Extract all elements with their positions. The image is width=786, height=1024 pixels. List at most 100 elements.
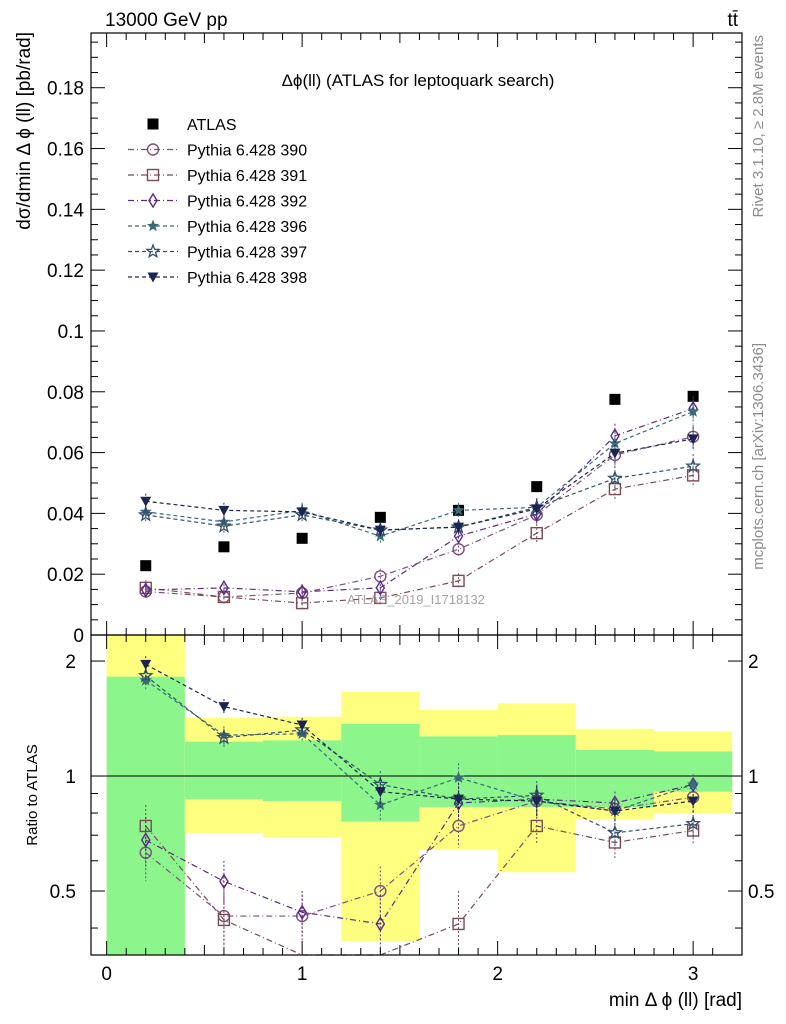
data-point bbox=[374, 511, 386, 523]
data-point bbox=[452, 503, 465, 516]
y-tick-label: 0.18 bbox=[47, 79, 84, 100]
legend-label: Pythia 6.428 397 bbox=[187, 245, 307, 262]
analysis-watermark: ATLAS_2019_I1718132 bbox=[347, 592, 485, 607]
data-point bbox=[140, 560, 152, 572]
legend-item: Pythia 6.428 392 bbox=[128, 192, 307, 211]
main-y-axis-label: dσ/dmin Δ ϕ (ll) [pb/rad] bbox=[14, 32, 35, 230]
data-point bbox=[609, 448, 621, 459]
ratio-point bbox=[452, 771, 465, 783]
y-tick-label: 0.06 bbox=[47, 444, 84, 465]
ratio-point bbox=[294, 721, 311, 737]
ratio-line bbox=[145, 825, 694, 956]
x-axis-label: min Δ ϕ (ll) [rad] bbox=[609, 990, 742, 1011]
data-point bbox=[685, 457, 702, 474]
x-tick-label: 2 bbox=[492, 964, 503, 985]
mcplots-label: mcplots.cern.ch [arXiv:1306.3436] bbox=[750, 343, 767, 570]
ratio-point bbox=[137, 667, 154, 683]
data-point bbox=[217, 590, 231, 604]
main-title: Δϕ(ll) (ATLAS for leptoquark search) bbox=[282, 71, 555, 90]
ratio-point bbox=[140, 659, 152, 670]
x-tick-label: 0 bbox=[101, 964, 112, 985]
y-tick-label: 0.08 bbox=[47, 383, 84, 404]
ratio-point bbox=[219, 873, 229, 890]
legend-item: Pythia 6.428 390 bbox=[128, 143, 307, 160]
data-point bbox=[609, 393, 621, 405]
ratio-point bbox=[452, 819, 465, 833]
data-point bbox=[453, 528, 464, 545]
legend-marker bbox=[146, 168, 160, 182]
ratio-point bbox=[374, 787, 386, 798]
legend-marker bbox=[145, 243, 161, 259]
data-point bbox=[140, 496, 152, 507]
series-line bbox=[145, 438, 694, 531]
data-point bbox=[297, 583, 307, 600]
y-tick-label: 0.1 bbox=[58, 322, 84, 343]
legend-label: Pythia 6.428 398 bbox=[187, 270, 307, 287]
legend-item: Pythia 6.428 398 bbox=[128, 270, 307, 287]
legend-item: Pythia 6.428 396 bbox=[128, 219, 307, 236]
ratio-panel-series bbox=[137, 656, 702, 956]
panel-frames bbox=[90, 32, 743, 956]
legend-label: Pythia 6.428 390 bbox=[187, 143, 307, 160]
rivet-version-label: Rivet 3.1.10, ≥ 2.8M events bbox=[750, 35, 767, 218]
legend-label: Pythia 6.428 392 bbox=[187, 194, 307, 211]
y-tick-label: 0.04 bbox=[47, 504, 84, 525]
data-point bbox=[296, 532, 308, 544]
ratio-point bbox=[531, 796, 543, 807]
ratio-point bbox=[295, 909, 309, 923]
series-line bbox=[145, 410, 694, 537]
ratio-band-inner bbox=[106, 676, 185, 955]
ratio-axis-ticks: 0.5 0.5 1 1 2 2 0 1 2 3 bbox=[50, 635, 774, 985]
data-point bbox=[686, 469, 700, 482]
data-point bbox=[606, 470, 623, 486]
legend-item: ATLAS bbox=[147, 117, 237, 134]
legend-label: Pythia 6.428 391 bbox=[187, 168, 307, 185]
ratio-line bbox=[145, 679, 694, 812]
ratio-point bbox=[609, 806, 621, 817]
data-point bbox=[531, 481, 543, 493]
ratio-point bbox=[215, 729, 232, 745]
data-point bbox=[218, 541, 230, 553]
ratio-y-tick-label-right: 2 bbox=[748, 652, 759, 673]
y-tick-label: 0 bbox=[73, 626, 84, 647]
main-axis-ticks: 0 0.02 0.04 0.06 0.08 0.1 0.12 0.14 0.16 0.18 bbox=[47, 33, 742, 647]
legend-item: Pythia 6.428 391 bbox=[128, 168, 307, 185]
legend-marker bbox=[147, 272, 159, 283]
series-line bbox=[145, 474, 694, 604]
series-3 bbox=[140, 396, 698, 600]
series-2 bbox=[139, 463, 700, 611]
data-point bbox=[452, 543, 465, 556]
series-line bbox=[145, 407, 694, 593]
ratio-point bbox=[686, 778, 700, 790]
ratio-series-4 bbox=[137, 666, 702, 848]
legend: ATLAS Pythia 6.428 390 Pythia 6.428 391 Pyt… bbox=[128, 117, 307, 287]
data-point bbox=[296, 507, 308, 518]
legend-marker bbox=[146, 143, 160, 156]
legend-marker bbox=[147, 118, 159, 130]
data-point bbox=[531, 504, 543, 515]
ratio-point bbox=[452, 917, 465, 931]
series-5 bbox=[137, 454, 702, 538]
data-point bbox=[530, 526, 543, 540]
data-point bbox=[688, 400, 698, 417]
ratio-y-axis-label: Ratio to ATLAS bbox=[24, 744, 41, 845]
ratio-y-tick-label-right: 1 bbox=[748, 767, 759, 788]
data-point bbox=[452, 574, 465, 588]
legend-label: ATLAS bbox=[187, 117, 237, 134]
x-tick-label: 3 bbox=[688, 964, 699, 985]
ratio-y-tick-label-right: 0.5 bbox=[748, 882, 774, 903]
data-point bbox=[139, 505, 152, 518]
ratio-band-inner bbox=[184, 741, 264, 800]
data-point bbox=[453, 522, 465, 533]
ratio-point bbox=[139, 819, 152, 833]
ratio-line bbox=[145, 796, 694, 917]
data-point bbox=[219, 580, 229, 596]
ratio-point bbox=[606, 824, 623, 840]
ratio-point bbox=[217, 913, 231, 927]
header-right: tt̄ bbox=[727, 10, 738, 31]
data-point bbox=[687, 434, 699, 445]
y-tick-label: 0.16 bbox=[47, 140, 84, 161]
ratio-point bbox=[685, 815, 702, 831]
ratio-line bbox=[145, 663, 694, 812]
legend-item: Pythia 6.428 397 bbox=[128, 243, 307, 262]
